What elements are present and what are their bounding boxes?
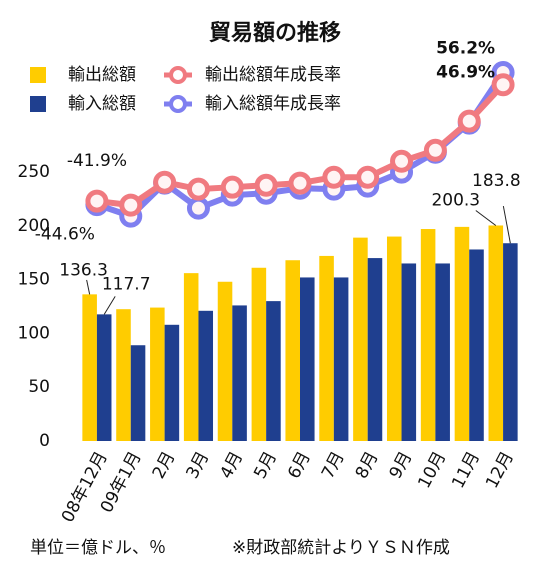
line-marker — [186, 177, 210, 201]
line-marker — [491, 73, 515, 97]
chart-title: 貿易額の推移 — [209, 20, 341, 46]
bar — [503, 243, 518, 441]
label-leader — [103, 296, 116, 315]
unit-note: 単位＝億ドル、％ — [30, 538, 166, 558]
y-tick-label: 150 — [18, 270, 50, 290]
bar — [285, 260, 300, 441]
x-tick-label: 6月 — [284, 448, 315, 482]
line-marker — [322, 165, 346, 189]
x-tick-label: 12月 — [482, 448, 518, 492]
bar — [150, 307, 165, 441]
y-tick-label: 50 — [28, 377, 50, 397]
y-tick-label: 100 — [18, 323, 50, 343]
data-label: -44.6% — [35, 225, 95, 245]
x-tick-label: 7月 — [318, 448, 349, 482]
bar — [367, 258, 383, 441]
bar — [386, 236, 402, 441]
x-tick-label: 8月 — [352, 448, 383, 482]
label-leader — [86, 279, 91, 295]
data-label: 46.9% — [436, 63, 495, 83]
x-tick-label: 2月 — [149, 448, 180, 482]
source: ※財政部統計よりＹＳＮ作成 — [232, 538, 450, 558]
bar — [82, 294, 97, 441]
line-marker — [457, 109, 481, 133]
legend-marker — [169, 95, 187, 113]
bar — [251, 267, 267, 441]
x-tick-label: 08年12月 — [58, 448, 112, 526]
bar — [420, 229, 436, 441]
x-tick-label: 11月 — [448, 448, 484, 492]
x-tick-label: 4月 — [216, 448, 247, 482]
bar — [319, 255, 334, 441]
line-marker — [119, 193, 143, 217]
line-marker — [423, 138, 447, 162]
bar — [266, 301, 281, 441]
bar — [300, 277, 315, 441]
bar — [96, 314, 112, 441]
bar — [353, 237, 368, 441]
bar — [183, 273, 199, 441]
label-leader — [475, 210, 497, 226]
legend-marker — [169, 66, 187, 84]
line-marker — [288, 171, 312, 195]
x-tick-label: 9月 — [386, 448, 417, 482]
label-leader — [502, 205, 511, 244]
x-tick-label: 10月 — [414, 448, 450, 492]
bar — [454, 226, 470, 441]
data-label: -41.9% — [67, 151, 127, 171]
bar — [232, 305, 247, 441]
line-marker — [356, 165, 380, 189]
x-tick-label: 3月 — [183, 448, 214, 482]
bar — [164, 324, 180, 441]
bar — [130, 345, 146, 441]
line-marker — [186, 196, 210, 220]
legend-swatch — [30, 96, 46, 112]
bar — [401, 263, 417, 441]
legend-label: 輸出総額 — [68, 65, 136, 85]
line-marker — [254, 173, 278, 197]
data-label: 200.3 — [431, 190, 480, 210]
legend-label: 輸入総額 — [68, 94, 136, 114]
bar — [198, 310, 214, 441]
line-marker — [153, 170, 177, 194]
legend-label: 輸入総額年成長率 — [205, 94, 341, 114]
legend-swatch — [30, 67, 46, 83]
bar — [488, 225, 504, 441]
data-label: 183.8 — [472, 171, 521, 191]
bar — [217, 281, 233, 441]
bar — [116, 309, 131, 441]
x-tick-label: 5月 — [250, 448, 281, 482]
bar — [469, 249, 484, 441]
legend-label: 輸出総額年成長率 — [205, 65, 341, 85]
line-marker — [390, 149, 414, 173]
y-tick-label: 200 — [18, 216, 50, 236]
data-label: 136.3 — [59, 260, 108, 280]
bar — [333, 277, 349, 441]
data-label: 117.7 — [102, 274, 151, 294]
line-marker — [220, 175, 244, 199]
data-label: 56.2% — [436, 39, 495, 59]
y-tick-label: 250 — [18, 162, 50, 182]
y-tick-label: 0 — [39, 431, 50, 451]
line-marker — [85, 189, 109, 213]
bar — [435, 263, 450, 441]
